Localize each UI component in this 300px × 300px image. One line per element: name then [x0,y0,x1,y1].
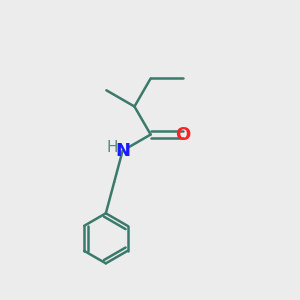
Text: O: O [176,125,191,143]
Text: H: H [107,140,118,155]
Text: N: N [115,142,130,160]
